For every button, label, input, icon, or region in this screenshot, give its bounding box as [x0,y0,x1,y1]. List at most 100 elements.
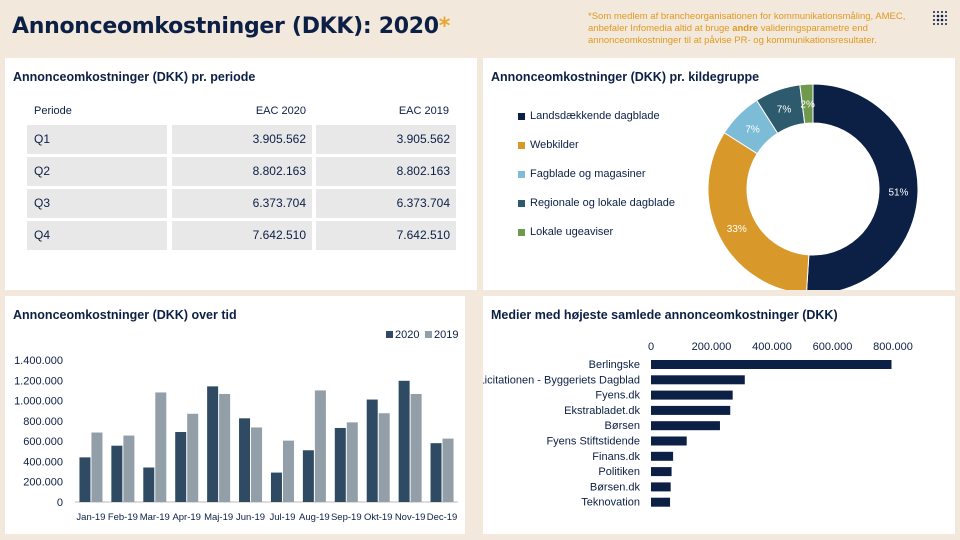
media-bar [651,360,892,369]
x-tick-label: 800.000 [873,341,913,353]
x-tick-label: Dec-19 [427,512,458,523]
x-tick-label: 200.000 [692,341,732,353]
hbar-chart-title: Medier med højeste samlede annonceomkost… [491,308,838,322]
legend-label: 2019 [434,329,458,341]
media-label: Teknovation [581,497,640,509]
bar-2019 [251,427,263,502]
y-tick-label: 1.400.000 [14,355,63,367]
legend-item: Regionale og lokale dagblade [518,197,675,209]
donut-slice [806,83,919,290]
legend-swatch [386,331,393,338]
monthly-bar-chart: 0 200.000 400.000 600.000 800.000 1.000.000 1.… [14,329,458,523]
media-label: Finans.dk [592,451,640,463]
legend-swatch [425,331,432,338]
bar-2019 [155,392,167,502]
x-tick-label: Sep-19 [331,512,362,523]
table-cell-period: Q2 [27,157,167,186]
table-cell-eac2020: 8.802.163 [172,157,312,186]
bar-2019 [314,390,326,502]
bar-chart-title: Annonceomkostninger (DKK) over tid [13,308,237,322]
slice-value-label: 7% [745,125,760,136]
bar-2019 [282,440,294,502]
bar-2020 [175,432,187,502]
bar-2020 [207,386,219,502]
table-cell-eac2019: 3.905.562 [316,125,456,154]
slice-value-label: 2% [800,100,815,111]
x-tick-label: Nov-19 [395,512,426,523]
media-bar [651,451,674,461]
x-tick-label: Mar-19 [140,512,170,523]
period-table-panel: Annonceomkostninger (DKK) pr. periode Pe… [5,58,477,290]
y-tick-label: 400.000 [23,456,63,468]
legend-swatch [518,170,525,178]
y-tick-label: 0 [57,497,63,509]
footnote-star: * [438,14,451,39]
bar-2020 [239,418,251,502]
slice-value-label: 7% [777,105,792,116]
media-bar [651,390,733,400]
table-cell-eac2019: 7.642.510 [316,221,456,250]
bar-2019 [346,422,358,502]
table-cell-period: Q1 [27,125,167,154]
legend-item: Landsdækkende dagblade [518,110,660,122]
media-hbar-chart: 0 200.000 400.000 600.000 800.000 Berlingske L… [483,341,913,509]
media-bar [651,436,687,446]
bar-2019 [378,413,390,502]
media-label: Berlingske [589,359,640,371]
bar-2020 [143,467,155,502]
legend-label: Fagblade og magasiner [530,168,646,180]
y-tick-label: 200.000 [23,477,63,489]
media-bar [651,421,720,431]
legend-swatch [518,199,525,207]
bar-2020 [398,380,410,502]
legend-item: Lokale ugeaviser [518,226,613,238]
y-tick-label: 1.000.000 [14,396,63,408]
bar-2019 [410,393,422,502]
table-cell-eac2020: 3.905.562 [172,125,312,154]
source-group-panel: Annonceomkostninger (DKK) pr. kildegrupp… [483,58,955,290]
y-tick-label: 1.200.000 [14,375,63,387]
x-tick-label: Apr-19 [172,512,201,523]
media-bar [651,497,671,507]
y-tick-label: 800.000 [23,416,63,428]
donut-title: Annonceomkostninger (DKK) pr. kildegrupp… [491,70,760,84]
x-tick-label: Aug-19 [299,512,330,523]
legend-swatch [518,112,525,120]
x-tick-label: Okt-19 [364,512,393,523]
top-media-panel: Medier med højeste samlede annonceomkost… [483,296,955,534]
bar-2020 [111,445,123,502]
legend-label: Webkilder [530,139,579,151]
bar-2020 [334,427,346,502]
x-tick-label: 0 [648,341,654,353]
bar-2019 [91,432,103,502]
media-bar [651,375,745,385]
x-tick-label: 400.000 [752,341,792,353]
bar-2019 [123,435,135,502]
bar-2019 [219,393,231,502]
donut-chart: 51% 33% 7% 7% 2% [707,83,919,290]
x-tick-label: Maj-19 [204,512,233,523]
table-header-period: Periode [34,105,72,117]
table-cell-period: Q3 [27,189,167,218]
x-tick-label: Jun-19 [236,512,265,523]
table-cell-eac2019: 8.802.163 [316,157,456,186]
legend-label: 2020 [395,329,419,341]
bar-2019 [442,438,454,502]
legend-swatch [518,141,525,149]
bar-2019 [187,413,199,502]
legend-item: Webkilder [518,139,579,151]
x-tick-label: Jan-19 [76,512,105,523]
legend-label: Regionale og lokale dagblade [530,197,675,209]
y-tick-label: 600.000 [23,436,63,448]
media-label: Ekstrabladet.dk [564,405,640,417]
table-cell-eac2019: 6.373.704 [316,189,456,218]
table-header-eac2020: EAC 2020 [255,105,306,117]
media-bar [651,467,672,477]
x-tick-label: Jul-19 [270,512,296,523]
media-label: Politiken [598,466,640,478]
bar-2020 [302,450,314,502]
x-tick-label: 600.000 [813,341,853,353]
table-cell-period: Q4 [27,221,167,250]
media-label: Børsen [605,420,640,432]
over-time-panel: Annonceomkostninger (DKK) over tid 0 200.… [5,296,465,534]
